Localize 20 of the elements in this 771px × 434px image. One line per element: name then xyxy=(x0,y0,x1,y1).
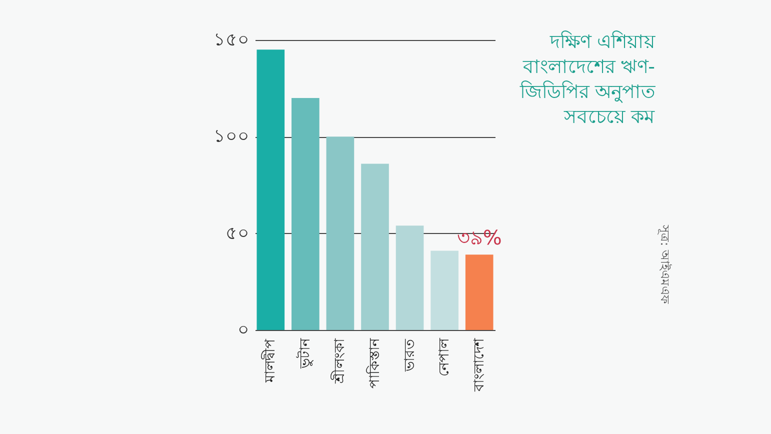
x-tick-label: ভুটান xyxy=(296,338,314,370)
x-tick-label: ভারত xyxy=(402,338,418,372)
bar xyxy=(430,250,458,330)
bar xyxy=(256,50,285,330)
bar xyxy=(326,136,354,330)
y-tick-label: ১৫০ xyxy=(214,30,250,50)
bar xyxy=(396,226,424,330)
bar xyxy=(361,164,389,330)
y-tick-label: ৫০ xyxy=(226,222,250,244)
y-tick-label: ০ xyxy=(238,320,250,340)
bar xyxy=(292,98,320,330)
x-tick-label: পাকিস্তান xyxy=(366,338,383,388)
bar xyxy=(465,254,494,330)
y-tick-label: ১০০ xyxy=(214,126,250,148)
x-tick-label: শ্রীলংকা xyxy=(331,338,348,384)
text: দক্ষিণ এশিয়ায় বাংলাদেশের ঋণ-জিডিপির অনুপাত সবচেয়ে কম xyxy=(518,30,655,130)
text: সূত্র: আইএমএফ xyxy=(656,225,673,304)
x-tick-label: বাংলাদেশ xyxy=(471,338,488,392)
x-tick-label: মালদ্বীপ xyxy=(262,338,279,384)
x-tick-label: নেপাল xyxy=(436,338,453,376)
